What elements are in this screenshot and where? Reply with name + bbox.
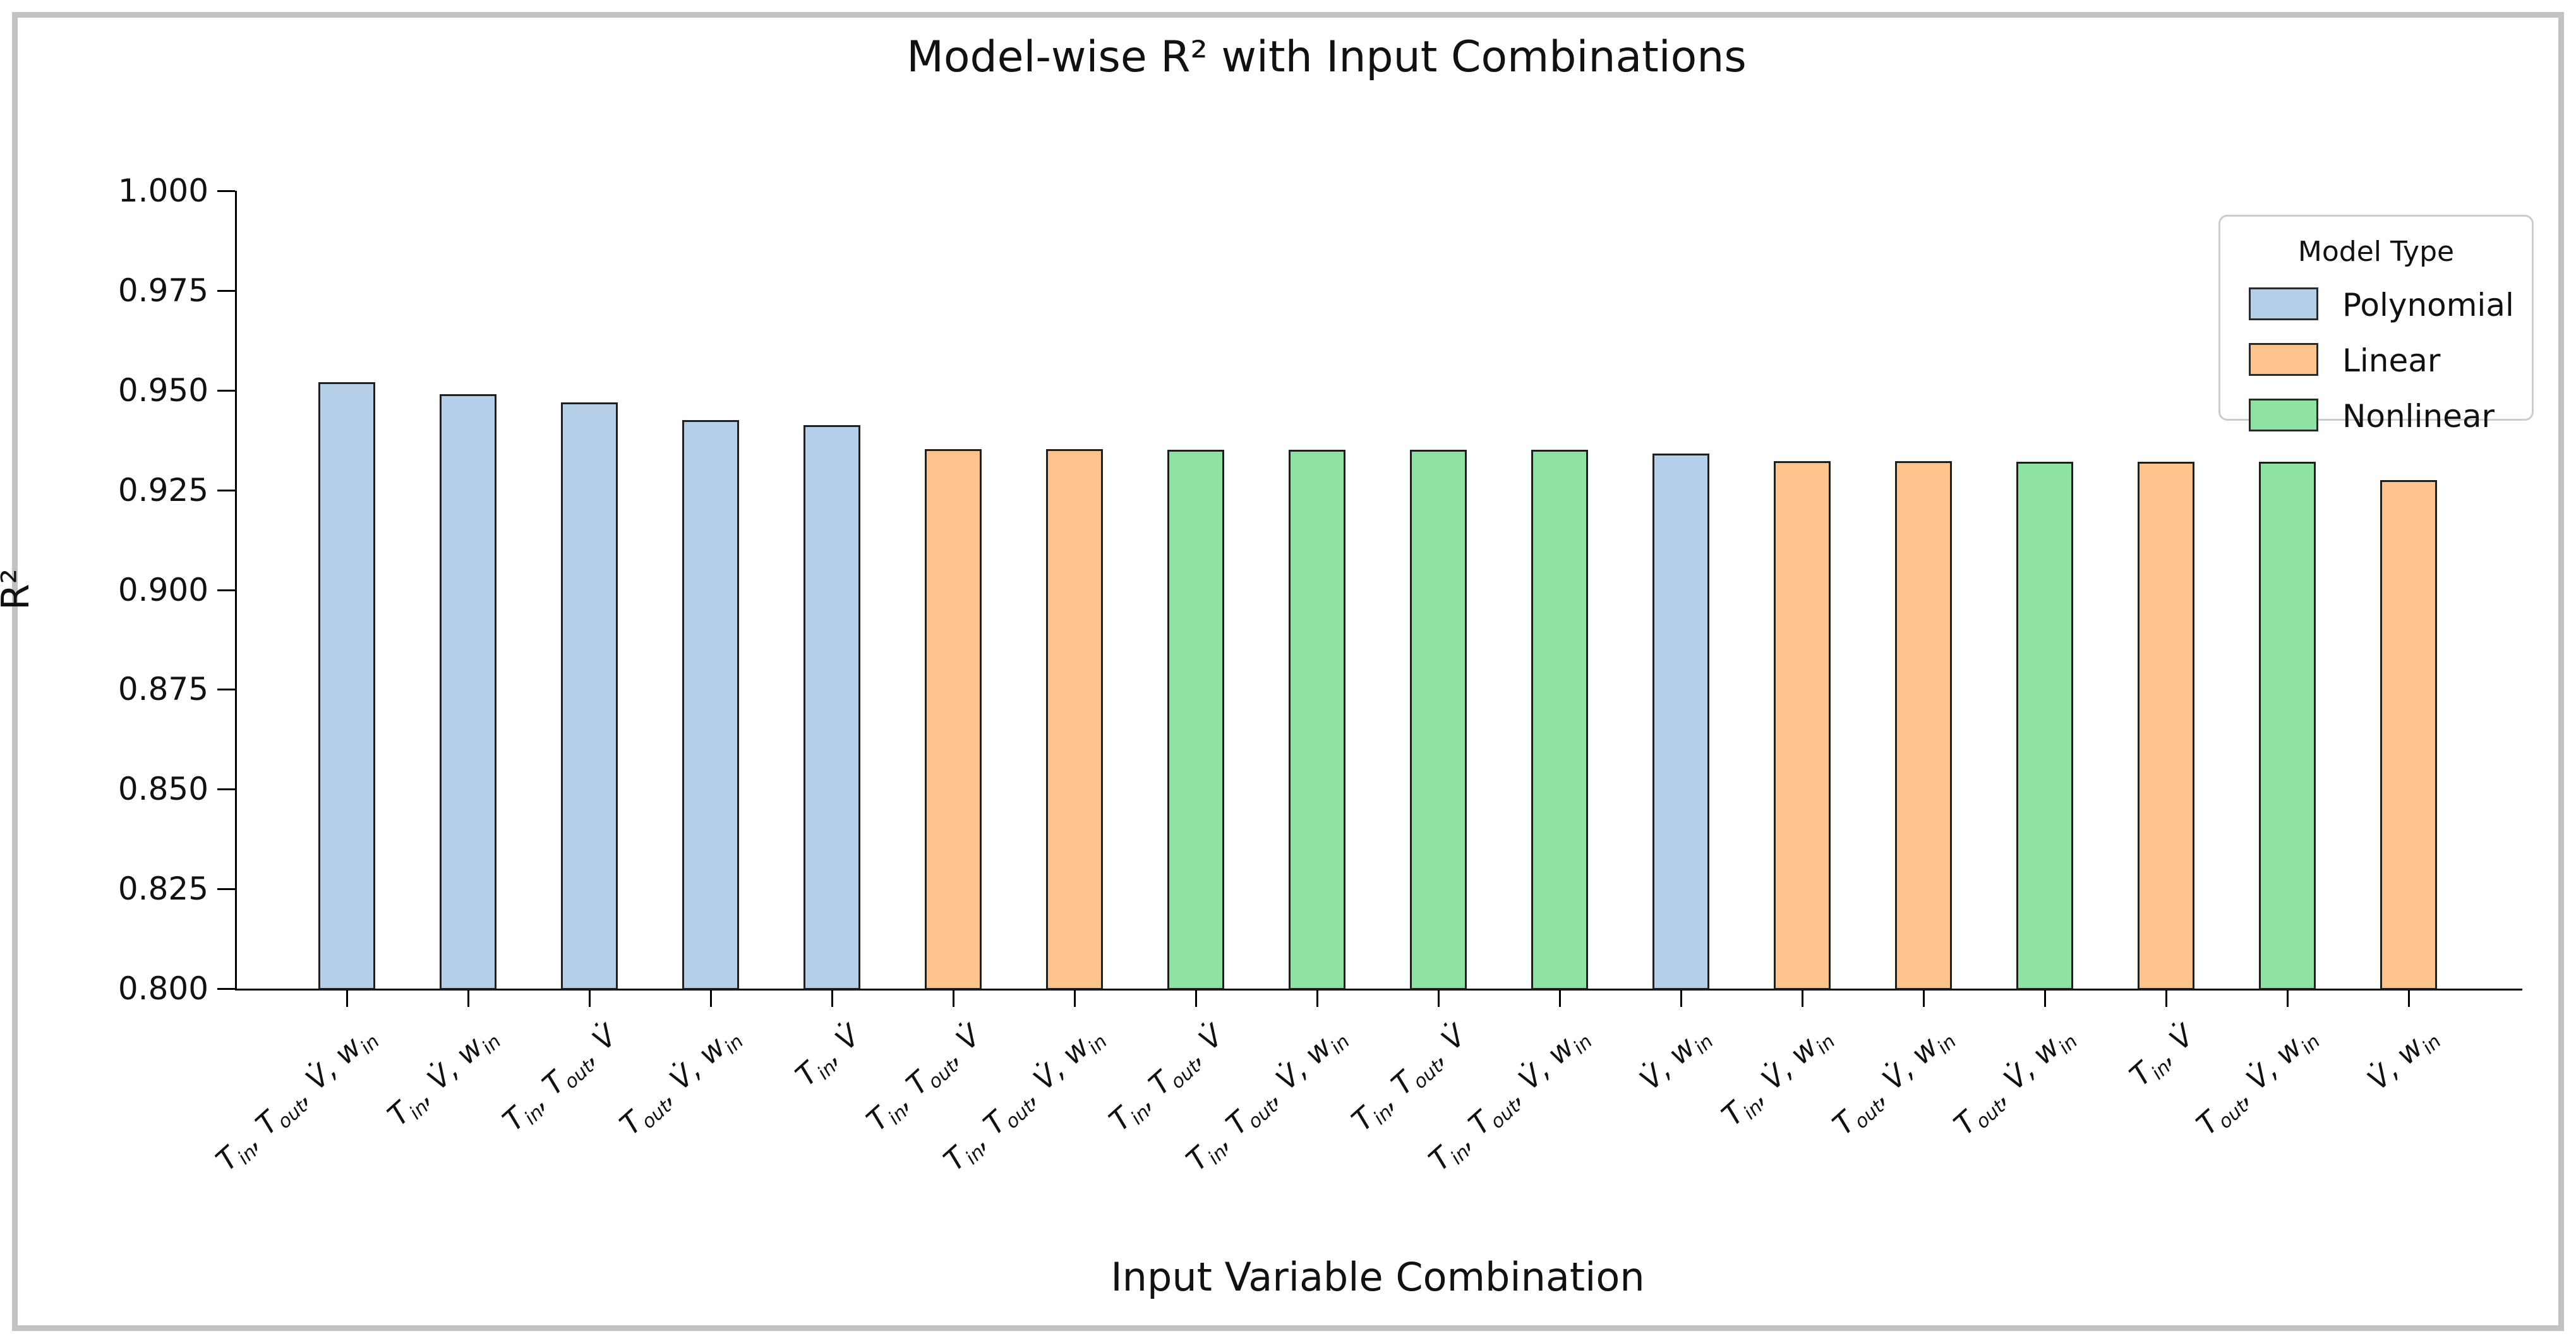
x-tick xyxy=(2287,991,2289,1007)
x-tick xyxy=(1195,991,1197,1007)
x-tick xyxy=(346,991,348,1007)
y-tick-label: 0.825 xyxy=(117,870,208,908)
legend-swatch xyxy=(2249,399,2318,431)
y-tick xyxy=(217,988,235,990)
x-tick xyxy=(1802,991,1803,1007)
bar xyxy=(2016,461,2073,990)
bar xyxy=(1410,450,1467,990)
y-tick xyxy=(217,788,235,791)
bar xyxy=(318,382,375,990)
bar xyxy=(925,449,982,990)
x-tick xyxy=(2165,991,2167,1007)
bar xyxy=(561,402,618,990)
y-tick-label: 0.925 xyxy=(117,471,208,509)
y-axis-title: R² xyxy=(0,569,38,610)
bar xyxy=(1895,461,1952,990)
legend-item-label: Polynomial xyxy=(2342,287,2514,323)
legend-item-label: Linear xyxy=(2342,342,2441,379)
x-tick xyxy=(1559,991,1561,1007)
y-axis-spine xyxy=(235,191,237,991)
y-tick xyxy=(217,689,235,691)
x-tick xyxy=(1438,991,1440,1007)
x-axis-title: Input Variable Combination xyxy=(1110,1254,1645,1300)
legend-swatch xyxy=(2249,343,2318,376)
x-axis-spine xyxy=(235,989,2522,991)
bar xyxy=(1774,461,1831,990)
legend-title: Model Type xyxy=(2297,236,2455,268)
y-tick xyxy=(217,888,235,891)
y-tick-label: 0.975 xyxy=(117,272,208,309)
bar xyxy=(2380,479,2437,990)
x-tick xyxy=(2044,991,2046,1007)
x-tick xyxy=(467,991,469,1007)
y-tick-label: 1.000 xyxy=(117,172,208,209)
bar xyxy=(1289,450,1345,990)
x-tick xyxy=(1074,991,1076,1007)
y-tick-label: 0.875 xyxy=(117,671,208,708)
y-tick-label: 0.900 xyxy=(117,571,208,608)
y-tick-label: 0.800 xyxy=(117,970,208,1007)
y-tick xyxy=(217,589,235,591)
x-tick xyxy=(831,991,833,1007)
y-tick-label: 0.950 xyxy=(117,371,208,409)
bar xyxy=(803,425,860,990)
chart-title: Model-wise R² with Input Combinations xyxy=(906,32,1747,82)
legend-item-label: Nonlinear xyxy=(2342,398,2495,435)
y-tick xyxy=(217,190,235,192)
y-tick xyxy=(217,289,235,292)
x-tick xyxy=(2408,991,2410,1007)
bar xyxy=(440,394,497,990)
bar xyxy=(682,420,739,990)
bar xyxy=(1531,450,1588,990)
bar xyxy=(1652,454,1709,990)
bar xyxy=(2259,462,2316,990)
x-tick xyxy=(953,991,954,1007)
bar xyxy=(2138,462,2194,990)
legend-swatch xyxy=(2249,287,2318,320)
x-tick xyxy=(1316,991,1318,1007)
x-tick xyxy=(710,991,712,1007)
legend: Model Type Polynomial Linear Nonlinear xyxy=(2218,215,2534,435)
y-tick-label: 0.850 xyxy=(117,771,208,808)
x-tick xyxy=(1680,991,1682,1007)
x-tick xyxy=(1923,991,1925,1007)
y-tick xyxy=(217,389,235,392)
bar xyxy=(1167,450,1224,990)
x-tick xyxy=(589,991,591,1007)
y-tick xyxy=(217,489,235,491)
bar xyxy=(1046,449,1103,990)
